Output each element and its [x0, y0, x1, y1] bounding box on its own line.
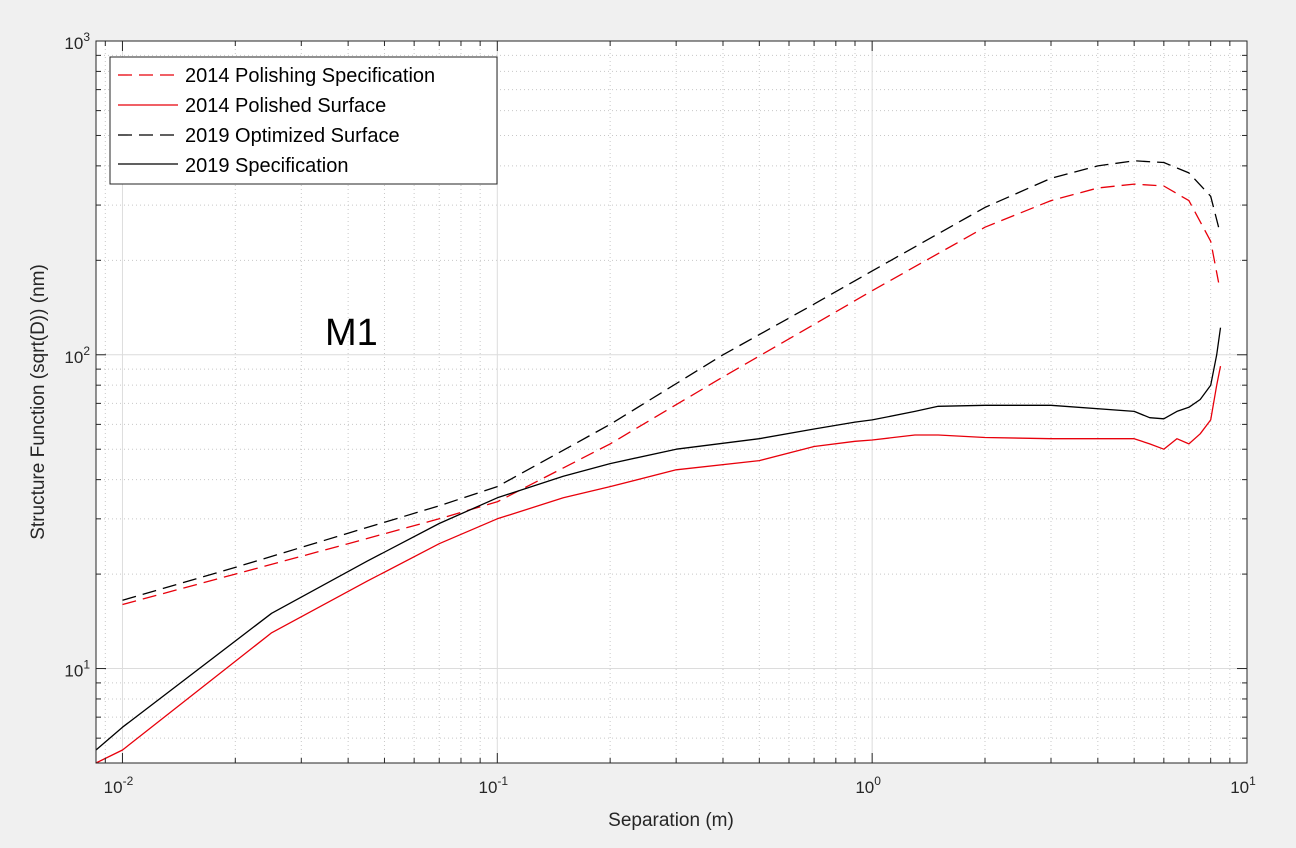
- y-tick-label: 102: [64, 344, 90, 367]
- x-tick-base: 10: [1230, 778, 1249, 797]
- x-tick-base: 10: [479, 778, 498, 797]
- y-tick-exponent: 1: [83, 658, 90, 672]
- legend: 2014 Polishing Specification 2014 Polish…: [109, 56, 498, 185]
- y-tick-label: 103: [64, 30, 90, 53]
- y-axis-label: Structure Function (sqrt(D)) (nm): [28, 264, 49, 540]
- x-tick-exponent: 1: [1249, 774, 1256, 788]
- x-axis-label: Separation (m): [608, 810, 734, 831]
- x-tick-label: 100: [855, 774, 881, 797]
- legend-label-2019-specification: 2019 Specification: [185, 155, 348, 177]
- y-tick-label: 101: [64, 658, 90, 681]
- series-2014-polishing-specification: [122, 183, 1220, 606]
- legend-label-2014-polishing-specification: 2014 Polishing Specification: [185, 65, 435, 87]
- y-tick-exponent: 2: [83, 344, 90, 358]
- x-tick-label: 10-1: [479, 774, 509, 797]
- y-tick-base: 10: [64, 34, 83, 53]
- legend-label-2014-polished-surface: 2014 Polished Surface: [185, 95, 386, 117]
- x-tick-labels: 10-2 10-1 100 101: [104, 774, 1256, 797]
- series-2014-polished-surface: [95, 365, 1222, 764]
- legend-label-2019-optimized-surface: 2019 Optimized Surface: [185, 125, 400, 147]
- x-tick-exponent: 0: [874, 774, 881, 788]
- x-tick-exponent: -1: [497, 774, 508, 788]
- y-tick-base: 10: [64, 348, 83, 367]
- x-tick-base: 10: [104, 778, 123, 797]
- x-tick-label: 101: [1230, 774, 1256, 797]
- annotation-m1: M1: [325, 312, 378, 354]
- legend-box: [109, 56, 498, 185]
- series-2019-optimized-surface: [122, 160, 1220, 601]
- plot-frame: [95, 40, 1248, 764]
- y-tick-exponent: 3: [83, 30, 90, 44]
- series-2019-specification: [95, 327, 1222, 751]
- x-tick-label: 10-2: [104, 774, 134, 797]
- x-tick-exponent: -2: [123, 774, 134, 788]
- axis-ticks: [96, 40, 1248, 764]
- y-tick-base: 10: [64, 662, 83, 681]
- x-tick-base: 10: [855, 778, 874, 797]
- series-layer: [95, 160, 1222, 764]
